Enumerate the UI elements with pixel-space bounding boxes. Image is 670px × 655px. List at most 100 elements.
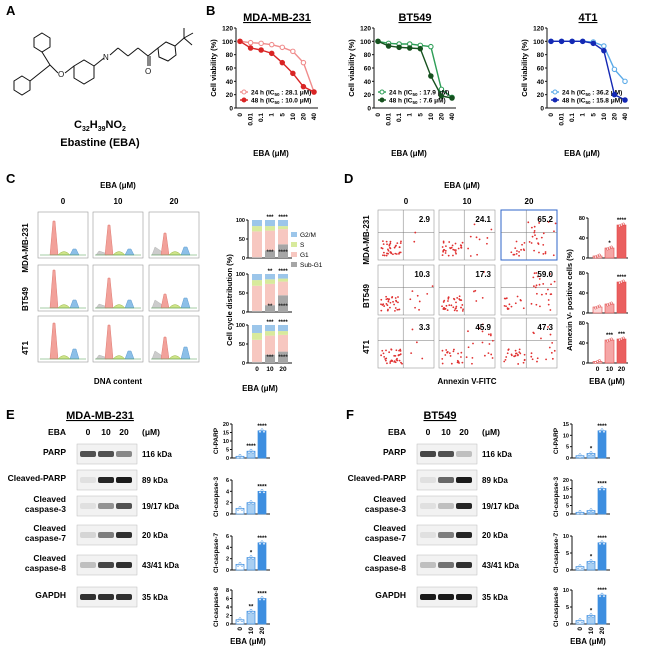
event-dot	[384, 358, 387, 360]
data-point	[438, 86, 445, 93]
event-dot	[418, 308, 420, 311]
blot-title: MDA-MB-231	[66, 410, 134, 422]
event-dot	[475, 236, 478, 239]
event-dot	[536, 360, 538, 363]
y-tick-label: 0	[582, 361, 585, 367]
legend-marker	[552, 97, 558, 103]
event-dot	[544, 252, 547, 255]
x-tick-label: 1	[580, 113, 587, 117]
event-dot	[490, 353, 493, 356]
event-dot	[542, 232, 545, 235]
event-dot	[533, 229, 536, 232]
replicate-dot	[600, 428, 604, 432]
event-dot	[469, 235, 472, 238]
event-dot	[461, 310, 464, 312]
event-dot	[547, 299, 550, 301]
event-dot	[540, 293, 543, 296]
replicate-dot	[247, 610, 251, 614]
replicate-dot	[238, 505, 242, 509]
event-dot	[515, 252, 518, 255]
band-label-line2: caspase-7	[25, 533, 66, 543]
bar	[616, 224, 627, 259]
event-dot	[453, 348, 455, 351]
stack-segment-g1	[278, 281, 288, 296]
band-label-line2: caspase-3	[365, 504, 406, 514]
event-dot	[481, 323, 484, 326]
legend-swatch-g1	[291, 252, 297, 257]
replicate-dot	[236, 455, 240, 459]
event-dot	[521, 243, 523, 246]
data-point	[247, 45, 254, 51]
event-dot	[548, 346, 551, 349]
blot-band	[420, 451, 436, 457]
replicate-dot	[580, 511, 584, 515]
event-dot	[385, 254, 388, 257]
d-conc-10: 10	[463, 197, 472, 206]
significance: ***	[618, 332, 626, 338]
replicate-dot	[600, 592, 604, 596]
event-dot	[503, 360, 506, 363]
event-dot	[410, 352, 413, 355]
bar-ylabel: Cl-PARP	[553, 427, 560, 454]
event-dot	[538, 278, 541, 280]
event-dot	[444, 249, 447, 252]
event-dot	[450, 304, 453, 307]
band-label-line2: caspase-8	[25, 563, 66, 573]
event-dot	[542, 243, 545, 246]
event-dot	[393, 360, 396, 363]
legend-marker	[552, 89, 558, 95]
lane-label: 0	[86, 427, 91, 437]
event-dot	[387, 300, 390, 303]
replicate-dot	[589, 559, 593, 562]
data-point	[622, 97, 628, 103]
event-dot	[460, 356, 462, 358]
replicate-dot	[247, 450, 251, 454]
event-dot	[385, 240, 388, 243]
event-dot	[441, 357, 444, 360]
event-dot	[398, 246, 401, 249]
bar-ylabel: Cl-caspase-7	[553, 533, 560, 573]
event-dot	[445, 304, 448, 307]
data-point	[548, 38, 554, 45]
event-dot	[551, 341, 554, 344]
event-dot	[491, 357, 494, 359]
y-tick-label: 10	[563, 534, 569, 540]
series-line-24h	[551, 40, 626, 82]
significance: ****	[257, 484, 267, 490]
event-dot	[387, 252, 389, 255]
replicate-dot	[249, 608, 253, 612]
panel-label-d: D	[344, 171, 353, 186]
stack-segment-sub-g1	[265, 354, 275, 363]
event-dot	[487, 333, 490, 336]
data-point	[268, 50, 275, 57]
data-point	[449, 95, 455, 101]
y-tick-label: 0	[566, 456, 569, 462]
event-dot	[396, 308, 399, 311]
event-dot	[533, 272, 536, 275]
stack-segment-g2m	[252, 274, 262, 281]
bar-xlabel: EBA (μM)	[570, 637, 606, 646]
event-dot	[505, 356, 508, 358]
event-dot	[451, 244, 454, 247]
kda-label: 89 kDa	[482, 476, 508, 485]
replicate-dot	[600, 540, 604, 544]
event-dot	[471, 356, 474, 359]
blot-band	[420, 532, 436, 538]
b2-title: BT549	[398, 12, 431, 24]
b2-ylabel: Cell viability (%)	[347, 39, 356, 97]
x-tick-label: 0	[237, 113, 244, 117]
data-point	[601, 47, 607, 54]
replicate-dot	[578, 509, 582, 513]
b1-xlabel: EBA (μM)	[253, 149, 289, 158]
stack-segment-s	[265, 279, 275, 284]
significance-top: ***	[266, 320, 274, 326]
kda-label: 116 kDa	[142, 450, 172, 459]
event-dot	[534, 234, 536, 237]
event-dot	[553, 230, 555, 233]
stack-segment-s	[278, 278, 288, 282]
event-dot	[530, 302, 533, 305]
event-dot	[380, 303, 382, 306]
significance-sub: **	[268, 304, 273, 310]
y-tick-label: 100	[236, 272, 245, 278]
event-dot	[426, 292, 429, 295]
